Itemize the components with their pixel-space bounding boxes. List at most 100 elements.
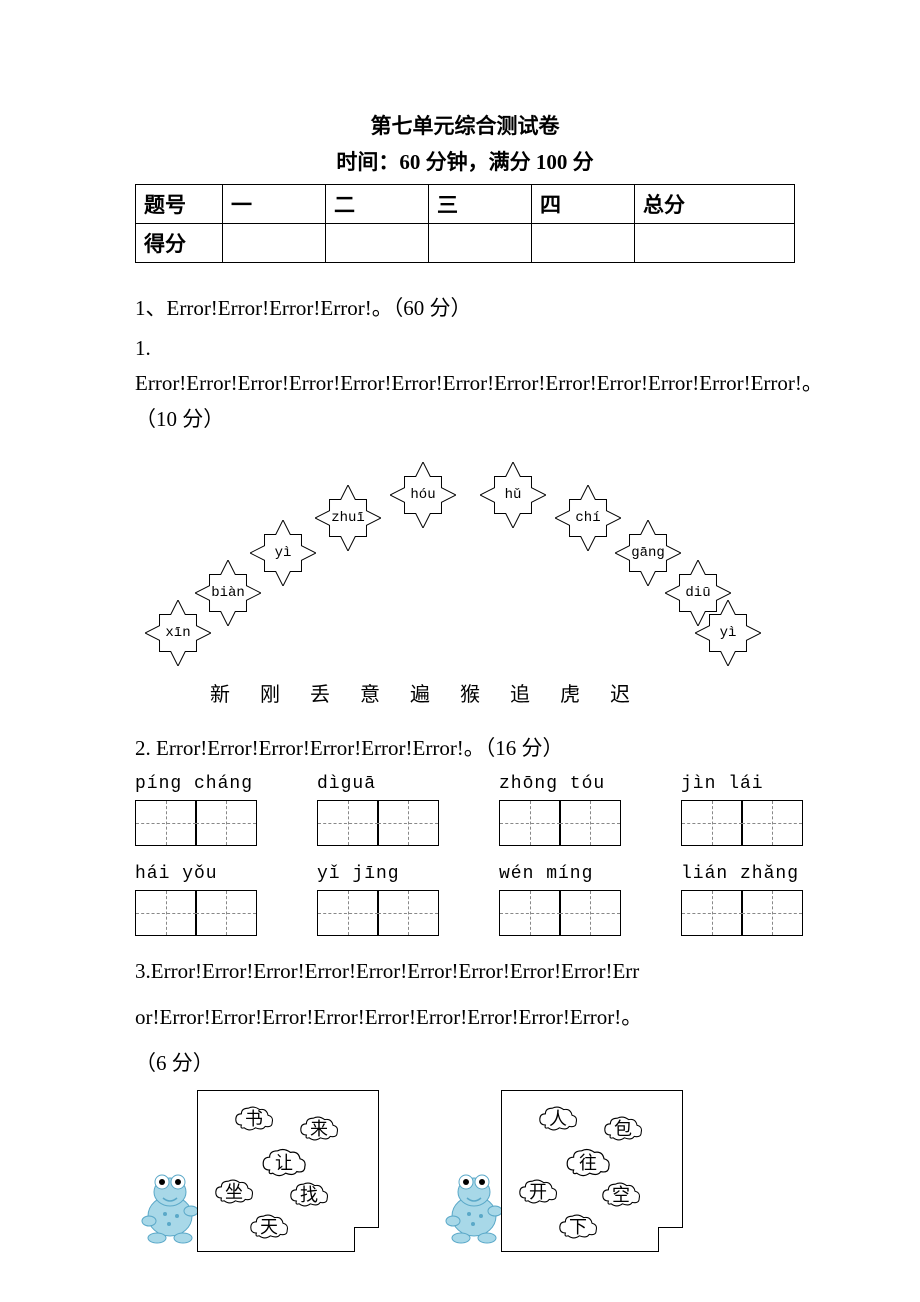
pinyin-label: zhuī (331, 510, 365, 526)
th-col: 二 (326, 185, 429, 224)
cloud-sheet: 书 来 让 坐 找 天 (197, 1090, 379, 1252)
cloud-char-text: 包 (614, 1115, 632, 1141)
pinyin-star: yì (695, 600, 761, 666)
pinyin-label: chí (575, 510, 600, 526)
mi-grid-box[interactable] (135, 890, 257, 936)
pinyin-text: hái yǒu (135, 864, 257, 884)
pinyin-write-item: yǐ jīng (317, 864, 439, 936)
character: 遍 (395, 678, 445, 707)
cloud-char: 坐 (213, 1176, 255, 1206)
pinyin-label: hóu (410, 487, 435, 503)
pinyin-text: jìn lái (681, 774, 803, 794)
cloud-char-text: 下 (569, 1213, 587, 1239)
pinyin-arch: xīn biàn yì zhuī hóu hǔ chí gāng diū yì (135, 450, 795, 670)
frog-icon (439, 1166, 509, 1246)
pinyin-write-item: píng cháng (135, 774, 257, 846)
score-cell[interactable] (532, 224, 635, 263)
page-fold-icon (658, 1227, 683, 1252)
pinyin-label: hǔ (505, 487, 522, 503)
mi-grid-box[interactable] (681, 890, 803, 936)
cloud-char: 书 (233, 1103, 275, 1133)
th-col: 四 (532, 185, 635, 224)
character: 意 (345, 678, 395, 707)
score-cell[interactable] (223, 224, 326, 263)
character: 猴 (445, 678, 495, 707)
question-1-3-a: 3.Error!Error!Error!Error!Error!Error!Er… (135, 954, 795, 990)
question-1-3-b: or!Error!Error!Error!Error!Error!Error!E… (135, 1000, 795, 1036)
mi-grid-box[interactable] (317, 890, 439, 936)
q3-panel: 书 来 让 坐 找 天 (135, 1090, 379, 1252)
table-row: 得分 (136, 224, 795, 263)
character: 虎 (545, 678, 595, 707)
mi-grid-box[interactable] (317, 800, 439, 846)
row-label: 得分 (136, 224, 223, 263)
cloud-char: 让 (258, 1146, 310, 1178)
cloud-char-text: 来 (310, 1115, 328, 1141)
character-row: 新刚丢意遍猴追虎迟 (195, 678, 795, 707)
cloud-char: 空 (600, 1179, 642, 1209)
score-cell[interactable] (429, 224, 532, 263)
pinyin-write-item: hái yǒu (135, 864, 257, 936)
pinyin-label: yì (720, 625, 737, 641)
cloud-char: 来 (298, 1113, 340, 1143)
pinyin-label: yì (275, 545, 292, 561)
pinyin-write-item: jìn lái (681, 774, 803, 846)
cloud-char: 包 (602, 1113, 644, 1143)
pinyin-label: gāng (631, 545, 665, 561)
mi-grid-box[interactable] (499, 800, 621, 846)
th-label: 题号 (136, 185, 223, 224)
frog-icon (135, 1166, 205, 1246)
page-title: 第七单元综合测试卷 (135, 110, 795, 140)
pinyin-star: hǔ (480, 462, 546, 528)
pinyin-text: lián zhǎng (681, 864, 803, 884)
cloud-char: 开 (517, 1176, 559, 1206)
cloud-char-text: 书 (245, 1105, 263, 1131)
character: 追 (495, 678, 545, 707)
score-cell[interactable] (326, 224, 429, 263)
page-subtitle: 时间：60 分钟，满分 100 分 (135, 146, 795, 176)
score-table: 题号 一 二 三 四 总分 得分 (135, 184, 795, 263)
pinyin-text: zhōng tóu (499, 774, 621, 794)
q3-row: 书 来 让 坐 找 天 人 包 往 开 (135, 1090, 795, 1252)
th-col: 总分 (635, 185, 795, 224)
cloud-char: 下 (557, 1211, 599, 1241)
mi-grid-box[interactable] (135, 800, 257, 846)
cloud-sheet: 人 包 往 开 空 下 (501, 1090, 683, 1252)
mi-grid-box[interactable] (681, 800, 803, 846)
pinyin-text: wén míng (499, 864, 621, 884)
table-row: 题号 一 二 三 四 总分 (136, 185, 795, 224)
cloud-char-text: 让 (275, 1149, 293, 1175)
page-fold-icon (354, 1227, 379, 1252)
cloud-char: 人 (537, 1103, 579, 1133)
q3-panel: 人 包 往 开 空 下 (439, 1090, 683, 1252)
cloud-char-text: 开 (529, 1178, 547, 1204)
pinyin-text: dìguā (317, 774, 439, 794)
score-cell[interactable] (635, 224, 795, 263)
pinyin-write-item: lián zhǎng (681, 864, 803, 936)
character: 迟 (595, 678, 645, 707)
cloud-char-text: 空 (612, 1181, 630, 1207)
mi-grid-box[interactable] (499, 890, 621, 936)
character: 丢 (295, 678, 345, 707)
pinyin-label: biàn (211, 585, 245, 601)
pinyin-write-item: dìguā (317, 774, 439, 846)
th-col: 一 (223, 185, 326, 224)
pinyin-star: yì (250, 520, 316, 586)
pinyin-label: xīn (165, 625, 190, 641)
q2-row: píng chángdìguāzhōng tóujìn lái (135, 774, 795, 846)
question-1-2: 2. Error!Error!Error!Error!Error!Error!。… (135, 731, 795, 767)
pinyin-star: zhuī (315, 485, 381, 551)
cloud-char-text: 天 (260, 1213, 278, 1239)
character: 刚 (245, 678, 295, 707)
cloud-char: 天 (248, 1211, 290, 1241)
cloud-char-text: 人 (549, 1105, 567, 1131)
cloud-char: 往 (562, 1146, 614, 1178)
cloud-char: 找 (288, 1179, 330, 1209)
cloud-char-text: 找 (300, 1181, 318, 1207)
pinyin-text: yǐ jīng (317, 864, 439, 884)
question-1-3-c: （6 分） (135, 1046, 795, 1082)
cloud-char-text: 坐 (225, 1178, 243, 1204)
cloud-char-text: 往 (579, 1149, 597, 1175)
pinyin-write-item: zhōng tóu (499, 774, 621, 846)
question-1-1: 1. Error!Error!Error!Error!Error!Error!E… (135, 331, 795, 438)
